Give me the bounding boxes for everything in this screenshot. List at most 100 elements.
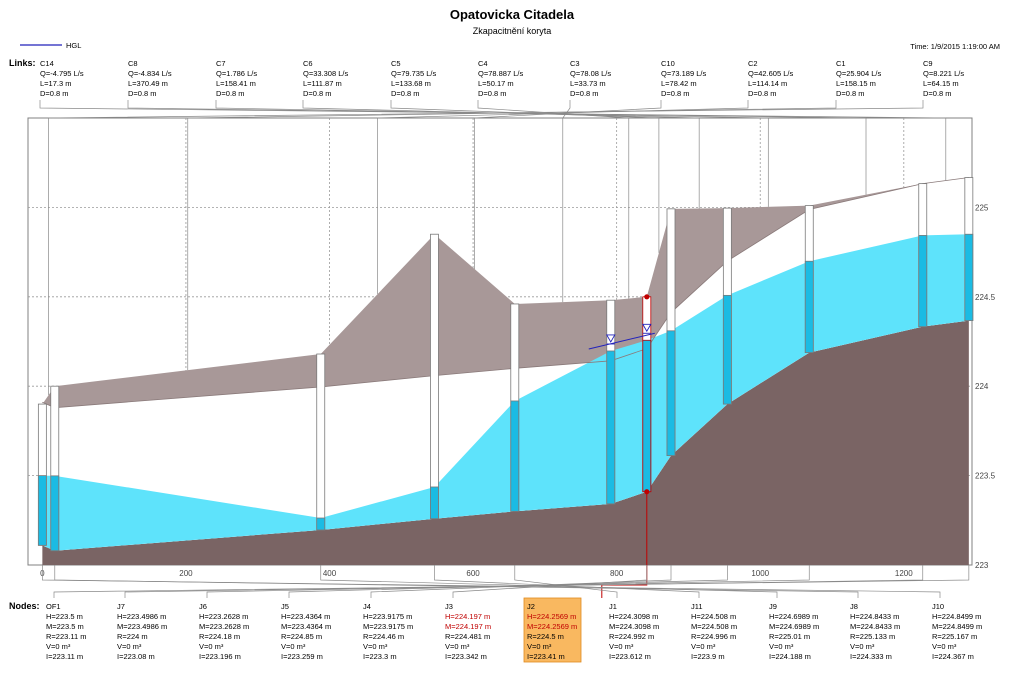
link-diameter: D=0.8 m bbox=[128, 89, 157, 98]
node-invert: I=223.9 m bbox=[691, 652, 725, 661]
link-name: C9 bbox=[923, 59, 933, 68]
node-rim: R=224.85 m bbox=[281, 632, 322, 641]
links-heading: Links: bbox=[9, 58, 36, 68]
node-rim: R=225.133 m bbox=[850, 632, 895, 641]
link-leader bbox=[377, 100, 749, 295]
manhole-j10 bbox=[964, 177, 974, 321]
link-diameter: D=0.8 m bbox=[391, 89, 420, 98]
node-invert: I=224.188 m bbox=[769, 652, 811, 661]
node-rim: R=224.992 m bbox=[609, 632, 654, 641]
node-leader bbox=[42, 565, 941, 598]
manholes bbox=[37, 177, 974, 552]
link-diameter: D=0.8 m bbox=[661, 89, 690, 98]
node-name: J4 bbox=[363, 602, 371, 611]
manhole-shaft bbox=[316, 353, 326, 531]
y-tick-label: 223.5 bbox=[975, 472, 996, 481]
hgl-triangle-marker bbox=[605, 334, 616, 343]
node-name: J7 bbox=[117, 602, 125, 611]
y-tick-label: 224 bbox=[975, 382, 989, 391]
node-leader bbox=[320, 565, 778, 598]
link-name: C4 bbox=[478, 59, 488, 68]
link-label-c9: C9Q=8.221 L/sL=64.15 mD=0.8 m bbox=[48, 59, 964, 396]
x-tick-label: 800 bbox=[610, 569, 624, 578]
link-label-c2: C2Q=42.605 L/sL=114.14 mD=0.8 m bbox=[377, 59, 793, 295]
link-diameter: D=0.8 m bbox=[303, 89, 332, 98]
manhole-j11 bbox=[722, 207, 732, 405]
pipe-crown-line bbox=[42, 177, 969, 409]
manhole-j4 bbox=[510, 303, 520, 512]
node-volume: V=0 m³ bbox=[363, 642, 388, 651]
node-max-head: M=223.4364 m bbox=[281, 622, 331, 631]
node-head: H=223.2628 m bbox=[199, 612, 248, 621]
node-leader bbox=[124, 565, 924, 598]
node-rim: R=223.11 m bbox=[46, 632, 87, 641]
link-leader bbox=[127, 100, 867, 195]
overlay bbox=[588, 294, 655, 598]
hgl-line bbox=[588, 332, 655, 350]
node-max-head: M=223.4986 m bbox=[117, 622, 167, 631]
link-length: L=370.49 m bbox=[128, 79, 168, 88]
node-max-head: M=223.5 m bbox=[46, 622, 84, 631]
y-tick-label: 225 bbox=[975, 203, 989, 212]
node-name: J8 bbox=[850, 602, 858, 611]
link-name: C7 bbox=[216, 59, 226, 68]
node-volume: V=0 m³ bbox=[932, 642, 957, 651]
node-rim: R=224.46 m bbox=[363, 632, 404, 641]
node-volume: V=0 m³ bbox=[281, 642, 306, 651]
link-flow: Q=25.904 L/s bbox=[836, 69, 881, 78]
link-leader bbox=[48, 100, 924, 396]
link-name: C8 bbox=[128, 59, 138, 68]
link-diameter: D=0.8 m bbox=[478, 89, 507, 98]
link-diameter: D=0.8 m bbox=[836, 89, 865, 98]
node-head: H=224.6989 m bbox=[769, 612, 818, 621]
link-flow: Q=33.308 L/s bbox=[303, 69, 348, 78]
link-name: C10 bbox=[661, 59, 675, 68]
node-name: J6 bbox=[199, 602, 207, 611]
node-volume: V=0 m³ bbox=[850, 642, 875, 651]
nodes-heading: Nodes: bbox=[9, 601, 40, 611]
ground-area bbox=[42, 320, 969, 565]
node-rim: R=225.01 m bbox=[769, 632, 810, 641]
link-length: L=158.41 m bbox=[216, 79, 256, 88]
link-length: L=78.42 m bbox=[661, 79, 697, 88]
link-diameter: D=0.8 m bbox=[40, 89, 69, 98]
node-name: OF1 bbox=[46, 602, 61, 611]
node-invert: I=223.342 m bbox=[445, 652, 487, 661]
manhole-water bbox=[316, 517, 326, 531]
y-tick-label: 224.5 bbox=[975, 293, 996, 302]
chart-title: Opatovicka Citadela bbox=[450, 7, 575, 22]
node-max-head: M=224.197 m bbox=[445, 622, 491, 631]
node-head: H=223.9175 m bbox=[363, 612, 412, 621]
hgl-legend-label: HGL bbox=[66, 41, 81, 50]
link-leader bbox=[474, 100, 662, 270]
link-length: L=33.73 m bbox=[570, 79, 606, 88]
link-length: L=17.3 m bbox=[40, 79, 71, 88]
manhole-j8 bbox=[918, 183, 928, 328]
manhole-j3 bbox=[606, 299, 616, 505]
node-max-head: M=224.8499 m bbox=[932, 622, 982, 631]
link-flow: Q=73.189 L/s bbox=[661, 69, 706, 78]
manhole-water bbox=[642, 339, 652, 493]
x-tick-label: 1000 bbox=[751, 569, 769, 578]
node-volume: V=0 m³ bbox=[199, 642, 224, 651]
link-flow: Q=79.735 L/s bbox=[391, 69, 436, 78]
cover-soil-area bbox=[42, 177, 969, 408]
node-invert: I=224.333 m bbox=[850, 652, 892, 661]
manhole-water bbox=[964, 233, 974, 321]
node-head: H=223.4364 m bbox=[281, 612, 330, 621]
node-invert: I=224.367 m bbox=[932, 652, 974, 661]
node-head: H=224.2569 m bbox=[527, 612, 576, 621]
node-volume: V=0 m³ bbox=[117, 642, 142, 651]
link-leader bbox=[562, 100, 571, 303]
manhole-of1 bbox=[37, 403, 47, 546]
node-label-j4: J4H=223.9175 mM=223.9175 mR=224.46 mV=0 … bbox=[363, 565, 672, 661]
node-leader bbox=[434, 565, 700, 598]
node-rim: R=225.167 m bbox=[932, 632, 977, 641]
node-volume: V=0 m³ bbox=[445, 642, 470, 651]
node-invert: I=223.259 m bbox=[281, 652, 323, 661]
hgl-triangle-marker bbox=[642, 323, 652, 333]
node-leader bbox=[370, 565, 672, 598]
